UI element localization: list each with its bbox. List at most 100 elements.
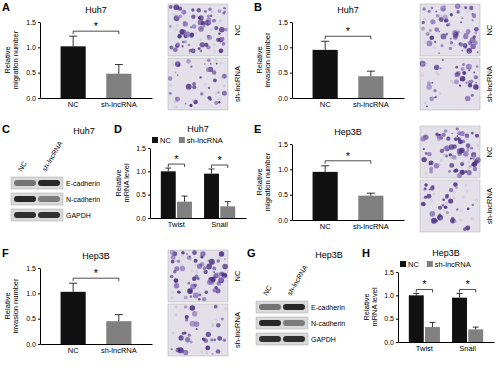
micrograph-cell xyxy=(473,72,475,74)
y-tick-label: 0.0 xyxy=(26,95,36,102)
bar xyxy=(204,174,219,218)
micrograph-cell xyxy=(431,82,433,84)
micrograph-pore xyxy=(193,99,195,101)
micrograph-pore xyxy=(205,336,207,338)
micrograph-cell xyxy=(201,21,205,25)
micrograph-background xyxy=(420,4,480,56)
micrograph-pore xyxy=(169,84,171,86)
panel: EHep3B0.00.51.01.5NCsh-lncRNARelativemig… xyxy=(254,123,494,232)
micrograph-pore xyxy=(462,196,464,198)
micrograph-cell xyxy=(189,256,191,258)
micrograph-cell xyxy=(431,7,434,10)
micrograph-cell xyxy=(443,15,448,20)
y-axis-title: RelativemRNA level xyxy=(114,163,131,203)
micrograph-cell xyxy=(194,259,198,263)
micrograph-cell xyxy=(216,349,221,354)
x-tick-label: NC xyxy=(68,100,79,109)
micrograph-cell xyxy=(440,44,443,47)
blot-band xyxy=(38,180,60,186)
micrograph-pore xyxy=(212,323,214,325)
micrograph-cell xyxy=(429,188,431,190)
micrograph-pore xyxy=(466,190,468,192)
x-tick: NC xyxy=(68,344,79,355)
significance-star: * xyxy=(94,267,99,279)
micrograph-cell xyxy=(470,147,473,150)
micrograph-cell xyxy=(216,259,220,263)
micrograph-cell xyxy=(197,264,202,269)
micrograph-pore xyxy=(216,319,218,321)
micrograph-cell xyxy=(223,7,225,9)
micrograph-pore xyxy=(184,352,186,354)
micrograph xyxy=(168,250,228,302)
blot-strip xyxy=(256,301,308,313)
micrograph-pore xyxy=(473,155,475,157)
micrograph-cell xyxy=(217,336,222,341)
micrograph-pore xyxy=(197,291,199,293)
micrograph-cell xyxy=(197,8,201,12)
micrograph-pore xyxy=(204,270,206,272)
micrograph-cell xyxy=(177,74,179,76)
error-bar xyxy=(115,65,123,74)
micrograph-cell xyxy=(439,17,444,22)
micrograph-cell xyxy=(456,127,459,130)
micrograph-cell xyxy=(442,204,444,206)
micrograph-pore xyxy=(433,193,435,195)
x-axis: NCsh-lncRNA xyxy=(41,344,153,355)
y-tick: 1.5 xyxy=(384,269,398,276)
y-tick-label: 1.0 xyxy=(136,168,146,175)
panel-title: Huh7 xyxy=(337,5,359,15)
micrograph-cell xyxy=(475,82,477,84)
micrograph-background xyxy=(168,58,228,110)
panel-letter: B xyxy=(254,1,262,13)
blot-band xyxy=(259,320,281,326)
micrograph-pore xyxy=(204,83,206,85)
micrograph-pore xyxy=(424,18,426,20)
blot-band xyxy=(14,196,36,202)
micrograph-pore xyxy=(201,351,203,353)
x-tick-label: Snail xyxy=(459,344,476,353)
y-tick: 1.0 xyxy=(278,44,292,51)
micrograph-cell xyxy=(460,67,464,71)
blot-band xyxy=(283,320,305,326)
micrograph-pore xyxy=(175,350,177,352)
y-tick-mark xyxy=(38,344,40,345)
micrograph-cell xyxy=(191,8,194,11)
micrograph-cell xyxy=(168,76,173,81)
micrograph-cell xyxy=(202,337,205,340)
legend-label: NC xyxy=(408,260,419,269)
y-axis-title-line: mRNA level xyxy=(370,287,379,327)
y-axis: 0.00.51.01.5 xyxy=(26,265,40,348)
y-tick-mark xyxy=(38,47,40,48)
micrograph-cell xyxy=(429,167,433,171)
micrograph-pore xyxy=(211,11,213,13)
image-label: sh-lncRNA xyxy=(233,312,242,348)
micrograph-pore xyxy=(437,139,439,141)
blot-strip xyxy=(11,209,63,221)
image-label: sh-lncRNA xyxy=(485,188,494,224)
micrograph-cell xyxy=(201,256,204,259)
micrograph-pore xyxy=(422,63,424,65)
y-tick: 0.0 xyxy=(278,95,292,102)
micrograph-cell xyxy=(210,14,212,16)
micrograph-cell xyxy=(427,194,432,199)
micrograph-cell xyxy=(469,6,473,10)
micrograph-cell xyxy=(474,161,477,164)
y-tick-mark xyxy=(38,98,40,99)
micrograph-cell xyxy=(218,277,224,283)
error-bar xyxy=(69,283,77,292)
y-tick-label: 1.5 xyxy=(278,19,288,26)
x-tick: Twist xyxy=(168,218,186,229)
micrograph-cell xyxy=(462,149,464,151)
y-tick: 0.5 xyxy=(384,315,398,322)
panel-letter: G xyxy=(247,247,256,259)
y-tick-mark xyxy=(290,195,292,196)
y-tick-mark xyxy=(38,73,40,74)
error-bar xyxy=(321,166,329,172)
legend: NCsh-lncRNA xyxy=(400,260,471,269)
micrograph xyxy=(168,58,228,110)
micrograph-cell xyxy=(212,19,216,23)
y-tick-label: 1.5 xyxy=(278,141,288,148)
image-label: sh-lncRNA xyxy=(233,66,242,102)
micrograph-cell xyxy=(174,15,180,21)
micrograph-pore xyxy=(214,50,216,52)
